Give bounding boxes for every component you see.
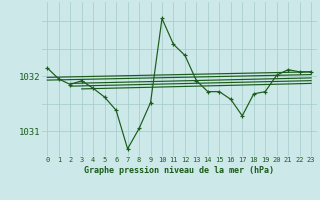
X-axis label: Graphe pression niveau de la mer (hPa): Graphe pression niveau de la mer (hPa) — [84, 166, 274, 175]
